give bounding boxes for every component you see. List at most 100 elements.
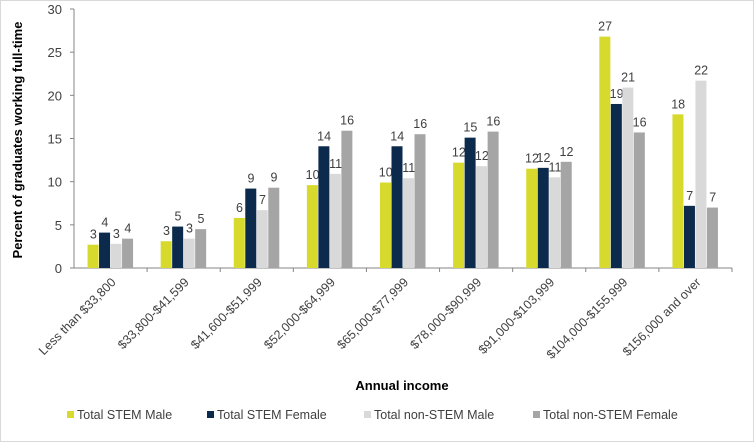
data-label: 12 <box>537 151 551 165</box>
data-label: 7 <box>709 191 716 205</box>
data-label: 3 <box>90 228 97 242</box>
data-label: 11 <box>329 157 342 171</box>
data-label: 5 <box>174 210 181 224</box>
data-label: 19 <box>610 87 624 101</box>
legend-label: Total STEM Male <box>77 408 172 422</box>
bar <box>633 132 645 268</box>
bar <box>476 166 488 268</box>
data-label: 7 <box>686 189 693 203</box>
x-tick-label: $41,600-$51,999 <box>188 275 265 352</box>
bar <box>245 188 257 268</box>
data-label: 16 <box>340 114 354 128</box>
bar <box>403 178 414 268</box>
data-label: 12 <box>525 152 539 166</box>
legend-swatch <box>207 411 214 418</box>
bar <box>672 114 684 269</box>
bar <box>87 244 99 268</box>
x-tick-label: $91,000-$103,999 <box>476 275 558 357</box>
data-label: 10 <box>306 168 320 182</box>
bar <box>329 173 341 268</box>
bar <box>487 131 499 268</box>
data-label: 12 <box>452 146 466 160</box>
data-label: 11 <box>402 161 415 175</box>
data-label: 7 <box>259 193 266 207</box>
x-tick-label: $78,000-$90,999 <box>407 275 484 352</box>
bar <box>695 80 707 268</box>
data-label: 18 <box>671 97 685 111</box>
x-tick-label: $33,800-$41,599 <box>115 275 192 352</box>
legend-swatch <box>533 411 540 418</box>
bar <box>622 87 634 269</box>
data-label: 5 <box>197 212 204 226</box>
bar <box>256 210 268 268</box>
x-tick-label: Less than $33,800 <box>36 275 119 358</box>
legend-label: Total non-STEM Female <box>543 408 678 422</box>
bar <box>391 146 403 268</box>
legend: Total STEM Male Total STEM Female Total no… <box>67 408 678 422</box>
bar <box>195 229 207 268</box>
data-label: 4 <box>101 216 108 230</box>
data-label: 4 <box>124 222 131 236</box>
bar <box>549 177 561 268</box>
data-label: 27 <box>598 20 612 34</box>
data-label: 10 <box>379 166 393 180</box>
data-label: 12 <box>560 145 574 159</box>
data-label: 21 <box>621 71 635 85</box>
data-label: 16 <box>486 115 500 129</box>
bar <box>122 238 134 268</box>
bar <box>683 205 695 268</box>
y-tick-label: 25 <box>48 45 62 60</box>
y-axis-title: Percent of graduates working full-time <box>10 22 25 259</box>
y-tick-label: 10 <box>48 175 62 190</box>
bar <box>341 130 353 268</box>
bar <box>172 226 184 268</box>
x-tick-label: $65,000-$77,999 <box>334 275 411 352</box>
bar <box>380 182 391 268</box>
y-tick-label: 5 <box>55 218 62 233</box>
data-label: 9 <box>271 171 278 185</box>
data-label: 14 <box>317 129 331 143</box>
x-tick-label: $156,000 and over <box>620 275 704 359</box>
legend-swatch <box>364 411 371 418</box>
data-label: 11 <box>548 160 561 174</box>
data-label: 3 <box>113 227 120 241</box>
bar <box>99 232 111 268</box>
data-label: 3 <box>186 222 193 236</box>
bar <box>110 243 122 268</box>
bar <box>233 217 245 268</box>
x-tick-label: $104,000-$155,999 <box>544 275 631 362</box>
bar <box>453 162 465 268</box>
y-tick-label: 30 <box>48 2 62 17</box>
legend-swatch <box>67 411 74 418</box>
bar <box>537 167 549 268</box>
bar <box>464 137 476 268</box>
data-label: 15 <box>463 121 477 135</box>
x-tick-label: $52,000-$64,999 <box>261 275 338 352</box>
data-label: 9 <box>248 172 255 186</box>
data-label: 12 <box>475 149 489 163</box>
bar <box>414 134 426 268</box>
bar <box>610 103 622 268</box>
data-label: 6 <box>236 201 243 215</box>
bar <box>183 238 195 268</box>
y-tick-label: 15 <box>48 132 62 147</box>
bar <box>599 36 611 269</box>
bar <box>268 187 280 268</box>
bar <box>306 185 318 268</box>
bar <box>706 207 718 268</box>
data-label: 16 <box>633 115 647 129</box>
bar <box>318 146 330 268</box>
data-label: 22 <box>694 64 708 78</box>
y-tick-label: 20 <box>48 88 62 103</box>
x-axis-title: Annual income <box>355 378 448 393</box>
bar <box>160 241 172 268</box>
legend-label: Total non-STEM Male <box>374 408 494 422</box>
data-label: 3 <box>163 224 170 238</box>
legend-label: Total STEM Female <box>217 408 327 422</box>
bar <box>526 168 538 268</box>
bar <box>560 161 572 268</box>
y-tick-label: 0 <box>55 261 62 276</box>
data-label: 16 <box>413 117 427 131</box>
data-label: 14 <box>390 129 404 143</box>
